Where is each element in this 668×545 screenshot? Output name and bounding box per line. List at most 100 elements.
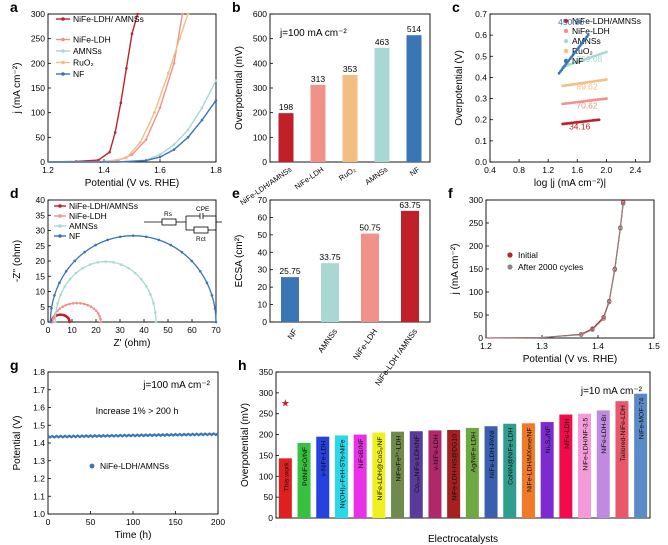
data-point — [604, 50, 608, 54]
data-point — [604, 78, 608, 81]
category-label: NiFe/Fe³⁺-LDH — [396, 436, 403, 482]
data-point — [602, 78, 606, 82]
data-point — [588, 99, 592, 102]
panel-letter: h — [238, 357, 247, 373]
bar — [374, 47, 390, 162]
data-point — [131, 234, 135, 237]
tafel-slope-label: 259.08 — [576, 54, 602, 64]
y-tick-label: 1.0 — [33, 509, 45, 519]
data-point — [563, 102, 567, 106]
series-line-2 — [54, 260, 157, 323]
y-tick-label: 150 — [259, 450, 273, 460]
data-point — [145, 285, 148, 288]
bar — [540, 422, 554, 518]
y-tick-label: 40 — [36, 195, 46, 205]
category-label: NiFe-LDH/MXene/NF — [526, 427, 533, 492]
panel-letter: g — [10, 357, 19, 373]
data-point — [577, 100, 581, 104]
category-label: Ni(OH)₂-FeH-STs-NiFe — [339, 439, 346, 508]
y-tick-label: 300 — [469, 195, 483, 205]
bar-value-label: 63.75 — [399, 200, 421, 210]
data-point — [214, 79, 218, 82]
panel-letter: c — [452, 0, 460, 15]
panel-f: f 0 50 100 150 200 250 300 1.2 1.3 1.4 1.5 j (mA cm⁻… — [448, 185, 660, 365]
y-axis-label: -Z'' (ohm) — [12, 240, 23, 282]
data-point — [63, 285, 67, 288]
data-point — [112, 261, 115, 264]
category-label: NF — [286, 327, 300, 341]
y-tick-label: 0.3 — [475, 94, 487, 104]
legend-label: NF — [73, 69, 84, 79]
y-axis-label: ECSA (cm²) — [234, 235, 245, 288]
y-tick-label: 500 — [253, 34, 267, 44]
data-point — [125, 66, 128, 70]
legend-label: AMNSs — [69, 221, 98, 231]
y-tick-label: 100 — [469, 287, 483, 297]
panel-e: e 0 10 20 30 40 50 60 70 ECSA (cm²) 25.75 NF 33.75 AM… — [232, 185, 431, 387]
y-tick-label: 0.1 — [475, 136, 487, 146]
data-point — [573, 100, 577, 104]
data-point — [594, 79, 598, 83]
data-point — [214, 320, 218, 324]
y-axis-label: Overpotential (mV) — [234, 46, 245, 130]
data-point — [157, 238, 161, 242]
data-point — [167, 71, 170, 75]
panel-letter: e — [232, 185, 240, 201]
bar — [503, 423, 517, 518]
data-point — [54, 311, 58, 314]
y-tick-label: 20 — [258, 282, 268, 292]
data-point — [582, 99, 585, 103]
category-label: NiFe-LDH-NS@DG10 — [452, 434, 459, 501]
category-label: NiFe-MOF-74 — [639, 397, 646, 439]
bar — [521, 423, 535, 518]
panel-letter: b — [232, 0, 241, 15]
bar — [281, 277, 299, 322]
data-point — [73, 259, 76, 263]
x-tick-label: 1.2 — [42, 165, 54, 175]
data-point — [52, 314, 56, 318]
chart-title: j=10 mA cm⁻² — [580, 386, 643, 397]
data-point — [58, 281, 61, 285]
category-label: Ag/NiFe-LDH — [470, 432, 477, 473]
series-line-1 — [48, 13, 184, 163]
data-point — [575, 82, 579, 86]
data-point — [180, 250, 184, 254]
y-tick-label: 5 — [40, 302, 45, 312]
data-point — [565, 101, 569, 105]
data-point — [99, 320, 103, 324]
data-point — [136, 12, 139, 16]
bar — [316, 436, 330, 518]
data-point — [586, 99, 590, 103]
y-tick-label: 200 — [31, 58, 45, 68]
y-tick-label: 1.4 — [33, 438, 45, 448]
data-point — [213, 307, 217, 310]
x-tick-label: 10 — [67, 325, 77, 335]
y-tick-label: 600 — [253, 9, 267, 19]
data-point — [571, 82, 575, 86]
bar — [596, 410, 610, 518]
legend-label: NiFe-LDH/AMNSs — [100, 461, 169, 471]
circuit-label-rs: Rs — [164, 211, 173, 218]
y-tick-label: 0.6 — [475, 30, 487, 40]
legend-label: NiFe-LDH/AMNSs — [572, 16, 641, 26]
data-point — [98, 314, 101, 318]
data-point — [594, 98, 598, 102]
data-point — [586, 33, 590, 37]
data-point — [118, 235, 122, 239]
panel-letter: f — [448, 185, 453, 201]
data-point — [139, 140, 142, 144]
y-tick-label: 0 — [40, 157, 45, 167]
data-point — [584, 81, 587, 84]
data-point — [565, 83, 569, 87]
plot-frame — [269, 199, 431, 323]
data-point — [83, 250, 86, 254]
bar-value-label: 25.75 — [279, 266, 301, 276]
y-tick-label: 50 — [474, 310, 484, 320]
y-tick-label: 10 — [258, 300, 268, 310]
legend-marker — [58, 204, 62, 208]
y-tick-label: 0.5 — [475, 51, 487, 61]
data-point — [133, 271, 137, 275]
y-tick-label: 60 — [258, 212, 268, 222]
legend-marker — [61, 37, 65, 42]
y-tick-label: 400 — [253, 58, 267, 68]
